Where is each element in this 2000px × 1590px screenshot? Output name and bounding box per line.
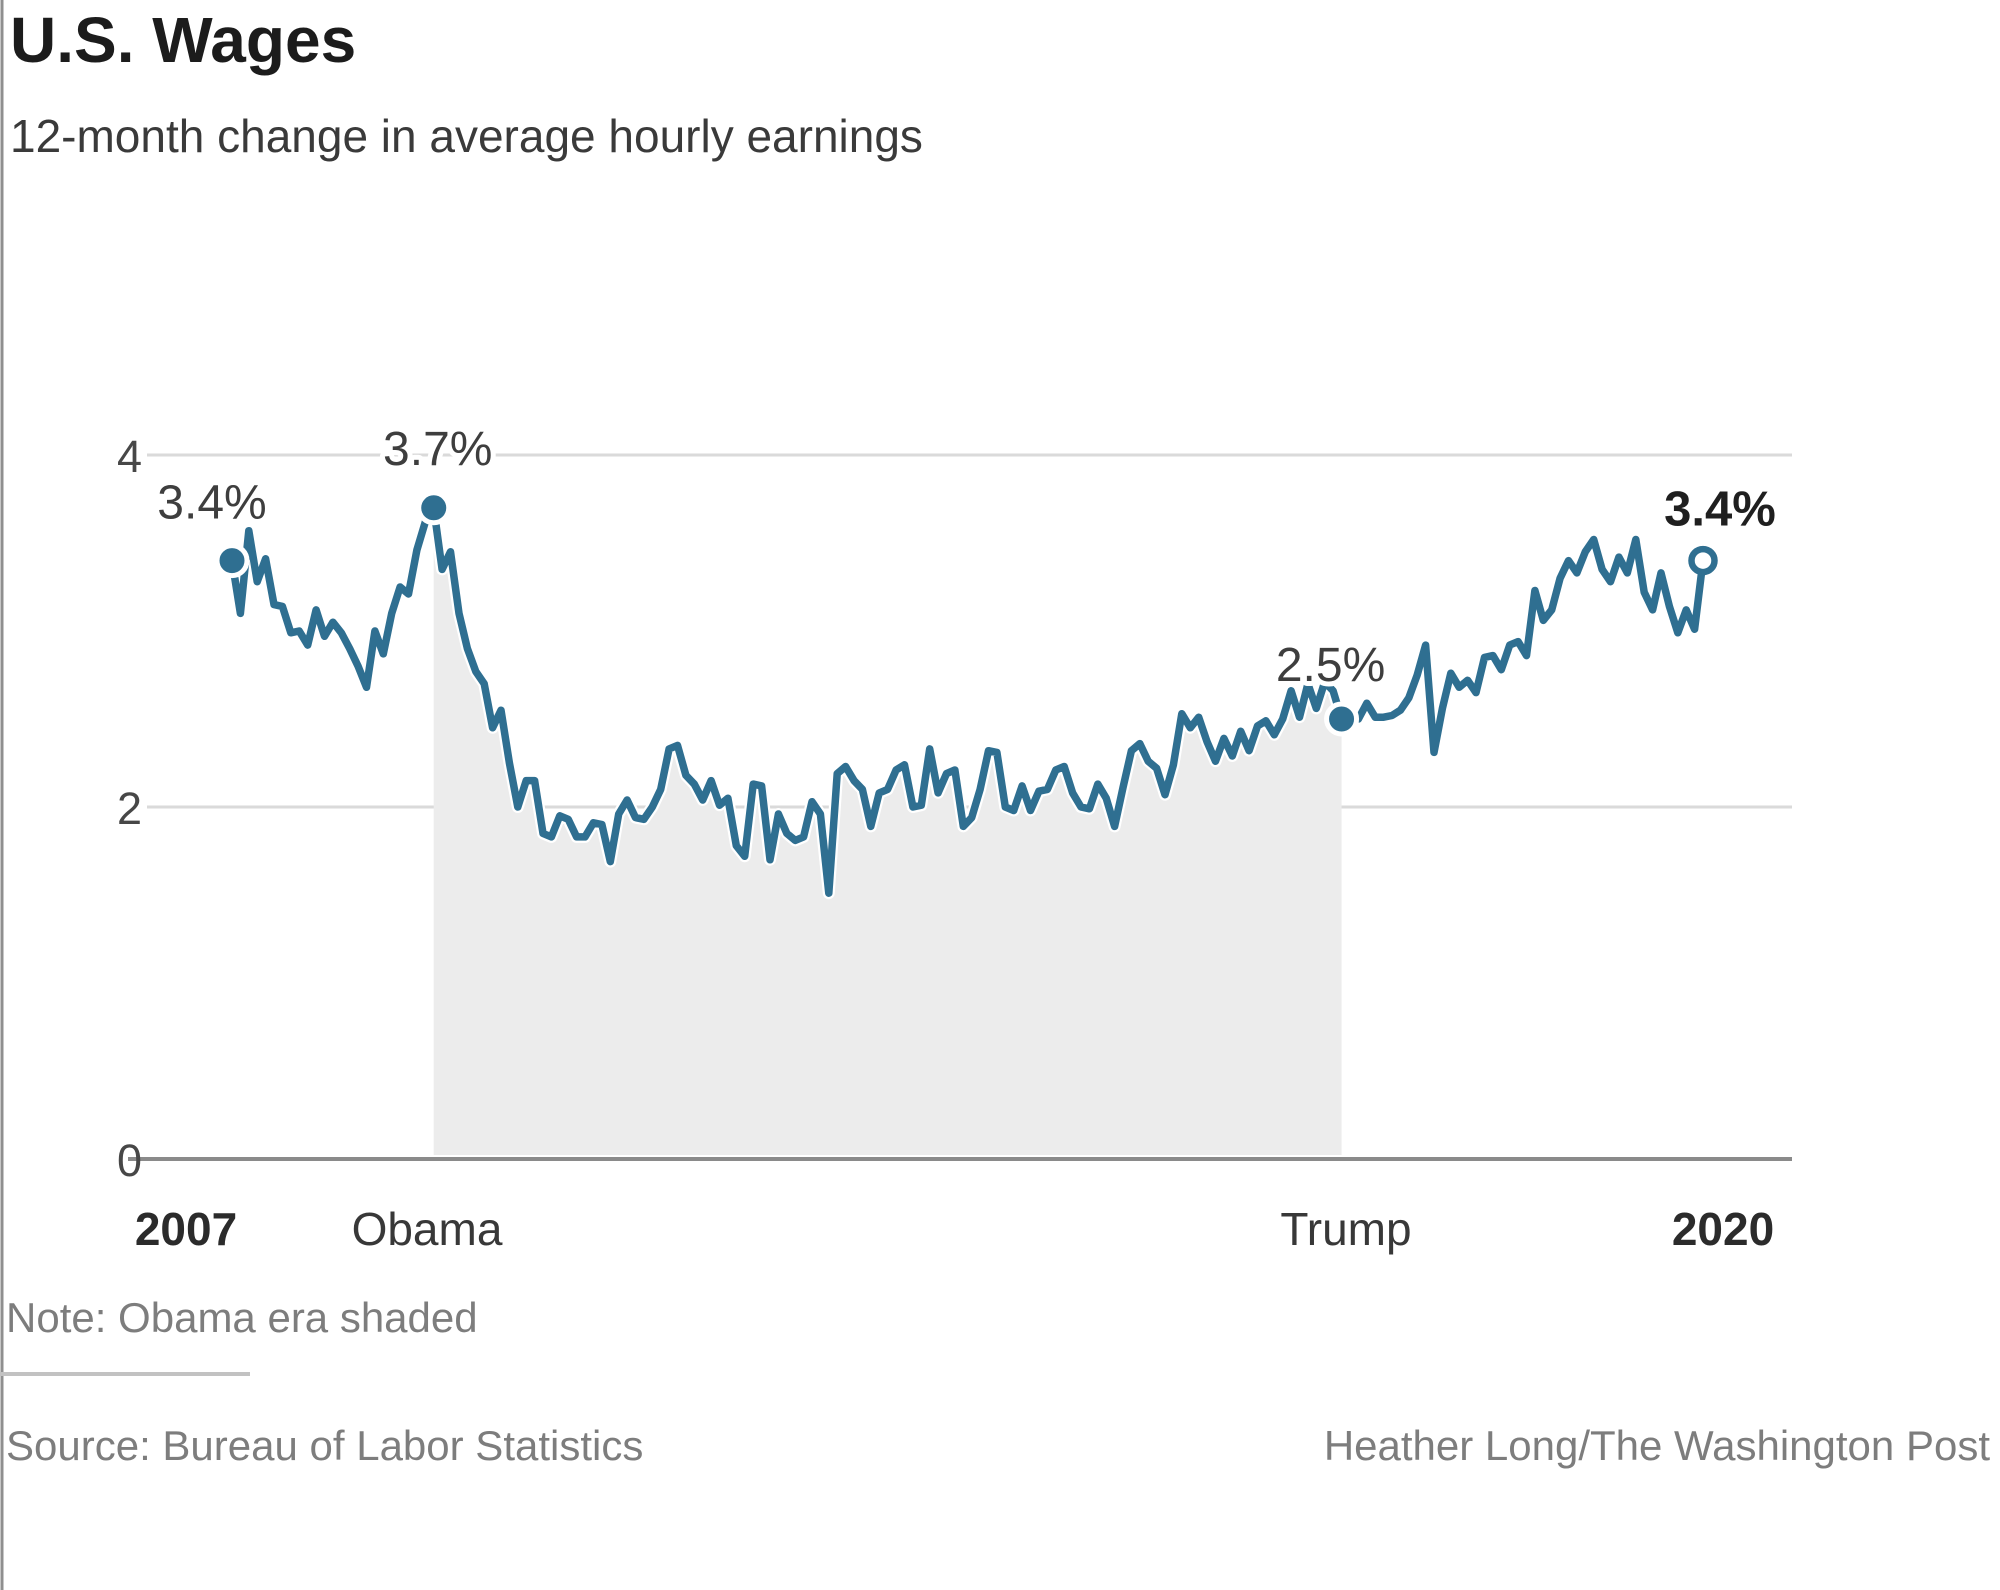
source-credit: Source: Bureau of Labor Statistics: [6, 1422, 643, 1469]
latest-point-open-marker: [1688, 545, 1718, 576]
annotation-trump-start-value: 2.5%: [1276, 639, 1385, 692]
author-credit: Heather Long/The Washington Post: [1324, 1422, 1991, 1469]
page-title: U.S. Wages: [10, 4, 356, 76]
data-point-marker: [214, 543, 250, 579]
x-label-2007: 2007: [135, 1203, 237, 1255]
data-point-markers: [214, 490, 1718, 737]
chart-subtitle: 12-month change in average hourly earnin…: [10, 110, 923, 162]
data-point-marker: [416, 490, 452, 526]
y-tick-4: 4: [117, 431, 142, 482]
chart-note: Note: Obama era shaded: [6, 1294, 478, 1341]
annotation-peak-value: 3.7%: [383, 423, 492, 476]
y-tick-2: 2: [117, 783, 142, 834]
x-label-obama: Obama: [352, 1203, 503, 1255]
x-label-2020: 2020: [1672, 1203, 1774, 1255]
data-point-marker: [1324, 701, 1360, 737]
x-label-trump: Trump: [1280, 1203, 1411, 1255]
y-tick-0: 0: [117, 1135, 142, 1186]
wage-line: [228, 504, 1707, 897]
annotation-latest-value: 3.4%: [1664, 483, 1776, 537]
annotation-2007-value: 3.4%: [157, 477, 266, 530]
obama-era-shading: [433, 507, 1342, 1155]
